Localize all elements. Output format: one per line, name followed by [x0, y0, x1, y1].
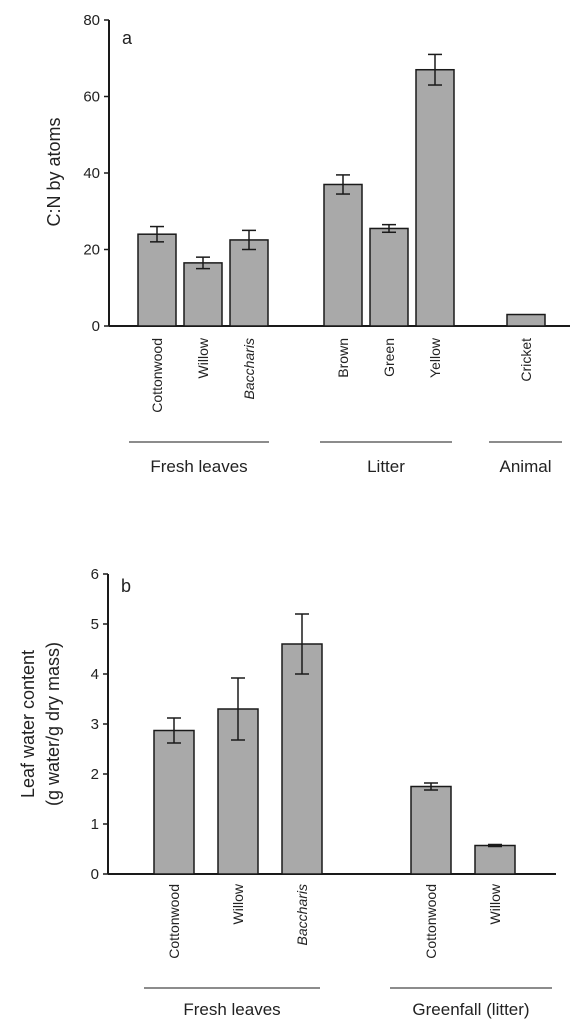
panel-b-category-label: Willow — [487, 883, 503, 924]
panel-a-letter: a — [122, 28, 133, 48]
chart-panel-b: b Leaf water content (g water/g dry mass… — [18, 566, 556, 1019]
panel-a-error-bar-yellow — [428, 53, 442, 86]
panel-a-bar-green — [369, 227, 409, 327]
panel-a-category-label: Cricket — [518, 338, 534, 382]
panel-a-y-tick-label: 80 — [83, 12, 100, 29]
panel-a-error-bar-cottonwood — [150, 225, 164, 243]
panel-b-y-tick-label: 3 — [91, 716, 99, 733]
panel-a-error-bar-willow — [196, 256, 210, 270]
panel-a-bar-cricket — [506, 313, 546, 327]
panel-b-y-tick-label: 4 — [91, 666, 99, 683]
panel-a-y-tick-label: 20 — [83, 242, 100, 259]
panel-b-error-bar-cottonwood — [424, 782, 438, 791]
panel-b-error-bar-willow — [488, 843, 502, 848]
panel-b-error-bar-baccharis — [295, 613, 309, 675]
panel-a-group-label: Litter — [367, 457, 405, 476]
panel-b-category-label: Cottonwood — [166, 884, 182, 959]
panel-b-bar-baccharis — [281, 643, 323, 875]
panel-a-group-label: Fresh leaves — [150, 457, 247, 476]
panel-b-category-label: Cottonwood — [423, 884, 439, 959]
panel-b-y-tick-label: 2 — [91, 766, 99, 783]
panel-b-error-bar-willow — [231, 677, 245, 741]
panel-b-category-label: Willow — [230, 883, 246, 924]
panel-a-y-axis-label: C:N by atoms — [44, 117, 64, 226]
panel-a-bar-cottonwood — [137, 233, 177, 327]
panel-a-bar-yellow — [415, 68, 455, 327]
panel-a-error-bar-baccharis — [242, 229, 256, 251]
panel-a-bar-willow — [183, 262, 223, 327]
panel-b-group-label: Greenfall (litter) — [412, 1000, 529, 1019]
panel-a-y-tick-label: 60 — [83, 89, 100, 106]
panel-a-y-tick-label: 0 — [92, 318, 100, 335]
panel-a-category-label: Baccharis — [241, 338, 257, 399]
panel-b-bar-cottonwood — [410, 785, 452, 875]
panel-a-category-label: Cottonwood — [149, 338, 165, 413]
panel-a-error-bar-green — [382, 223, 396, 234]
panel-a-category-label: Green — [381, 338, 397, 377]
panel-b-bar-willow — [474, 844, 516, 875]
panel-a-group-label: Animal — [500, 457, 552, 476]
panel-b-y-tick-label: 0 — [91, 866, 99, 883]
panel-b-y-tick-label: 6 — [91, 566, 99, 583]
panel-a-y-tick-label: 40 — [83, 165, 100, 182]
chart-panel-a: a C:N by atoms 0 20 40 60 80 Cottonwood Willow… — [44, 12, 570, 476]
panel-a-category-label: Yellow — [427, 337, 443, 378]
panel-a-bar-brown — [323, 183, 363, 327]
panel-b-letter: b — [121, 576, 131, 596]
panel-b-bar-cottonwood — [153, 729, 195, 875]
panel-b-y-tick-label: 1 — [91, 816, 99, 833]
panel-b-category-label: Baccharis — [294, 884, 310, 945]
panel-a-category-label: Willow — [195, 337, 211, 378]
panel-b-group-label: Fresh leaves — [183, 1000, 280, 1019]
panel-a-category-label: Brown — [335, 338, 351, 378]
panel-a-error-bar-brown — [336, 174, 350, 195]
panel-a-bar-baccharis — [229, 239, 269, 327]
panel-b-y-axis-label-line-2: (g water/g dry mass) — [43, 642, 63, 806]
panel-b-y-axis-label-line-1: Leaf water content — [18, 650, 38, 798]
panel-b-error-bar-cottonwood — [167, 717, 181, 744]
panel-b-y-tick-label: 5 — [91, 616, 99, 633]
